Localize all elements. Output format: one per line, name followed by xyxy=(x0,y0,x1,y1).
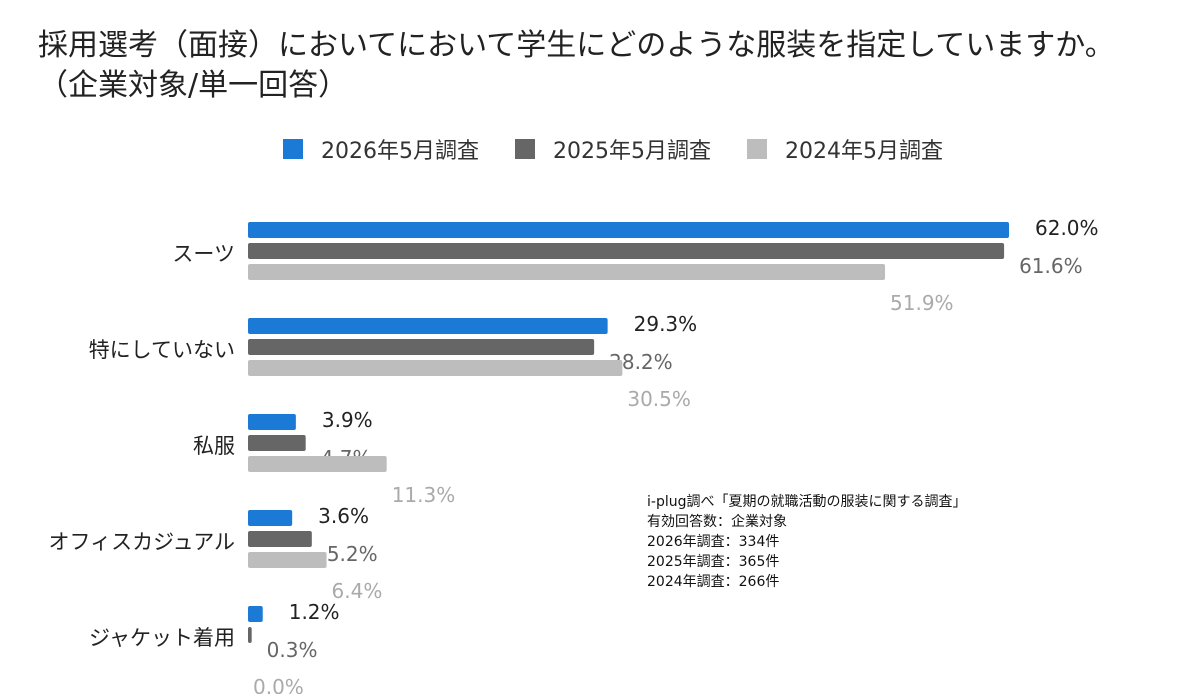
bar-2025 xyxy=(248,339,595,355)
survey-note: i-plug調べ「夏期の就職活動の服装に関する調査」 有効回答数：企業対象 20… xyxy=(647,492,966,592)
category-label: 私服 xyxy=(193,434,235,458)
bar-2024 xyxy=(248,264,886,280)
bar-2026 xyxy=(248,222,1009,238)
data-label-2026: 62.0% xyxy=(1035,216,1099,240)
data-label-2024: 6.4% xyxy=(332,579,383,603)
data-label-2025: 61.6% xyxy=(1019,254,1083,278)
legend-swatch-2025 xyxy=(515,139,535,159)
legend-swatch-2024 xyxy=(747,139,767,159)
bar-2026 xyxy=(248,318,608,334)
legend-label-2026: 2026年5月調査 xyxy=(321,139,479,164)
data-label-2026: 29.3% xyxy=(634,312,698,336)
category-label: オフィスカジュアル xyxy=(49,530,235,554)
legend-swatch-2026 xyxy=(283,139,303,159)
category-label: スーツ xyxy=(172,242,235,266)
bar-2025 xyxy=(248,531,312,547)
category-label: 特にしていない xyxy=(89,338,235,362)
note-source: i-plug調べ「夏期の就職活動の服装に関する調査」 xyxy=(647,494,967,510)
bar-2026 xyxy=(248,510,293,526)
bar-2026 xyxy=(248,606,263,622)
note-count-2026: 2026年調査：334件 xyxy=(647,534,780,550)
bar-2024 xyxy=(248,456,387,472)
bar-2026 xyxy=(248,414,296,430)
data-label-2026: 3.6% xyxy=(318,504,369,528)
chart-title-line-1: 採用選考（面接）においてにおいて学生にどのような服装を指定していますか。 xyxy=(38,28,1115,63)
data-label-2026: 3.9% xyxy=(322,408,373,432)
data-label-2024: 0.0% xyxy=(253,675,304,694)
note-respondents: 有効回答数：企業対象 xyxy=(647,514,787,530)
data-label-2025: 5.2% xyxy=(327,542,378,566)
bar-2024 xyxy=(248,360,623,376)
legend-item-2026: 2026年5月調査 xyxy=(283,133,479,165)
bar-2025 xyxy=(248,243,1005,259)
legend-item-2024: 2024年5月調査 xyxy=(747,133,943,165)
data-label-2026: 1.2% xyxy=(289,600,340,624)
data-label-2024: 51.9% xyxy=(890,291,954,315)
legend-label-2025: 2025年5月調査 xyxy=(553,139,711,164)
category-label: ジャケット着用 xyxy=(89,626,235,650)
note-count-2024: 2024年調査：266件 xyxy=(647,574,780,590)
bar-2025 xyxy=(248,627,252,643)
chart-title-line-2: （企業対象/単一回答） xyxy=(38,68,349,103)
bar-2024 xyxy=(248,552,327,568)
chart-title: 採用選考（面接）においてにおいて学生にどのような服装を指定していますか。 （企業… xyxy=(38,26,1115,106)
data-label-2024: 30.5% xyxy=(627,387,691,411)
data-label-2025: 0.3% xyxy=(267,638,318,662)
legend-item-2025: 2025年5月調査 xyxy=(515,133,711,165)
data-label-2024: 11.3% xyxy=(392,483,456,507)
note-count-2025: 2025年調査：365件 xyxy=(647,554,780,570)
chart-legend: 2026年5月調査 2025年5月調査 2024年5月調査 xyxy=(283,132,979,166)
bar-2025 xyxy=(248,435,306,451)
legend-label-2024: 2024年5月調査 xyxy=(785,139,943,164)
